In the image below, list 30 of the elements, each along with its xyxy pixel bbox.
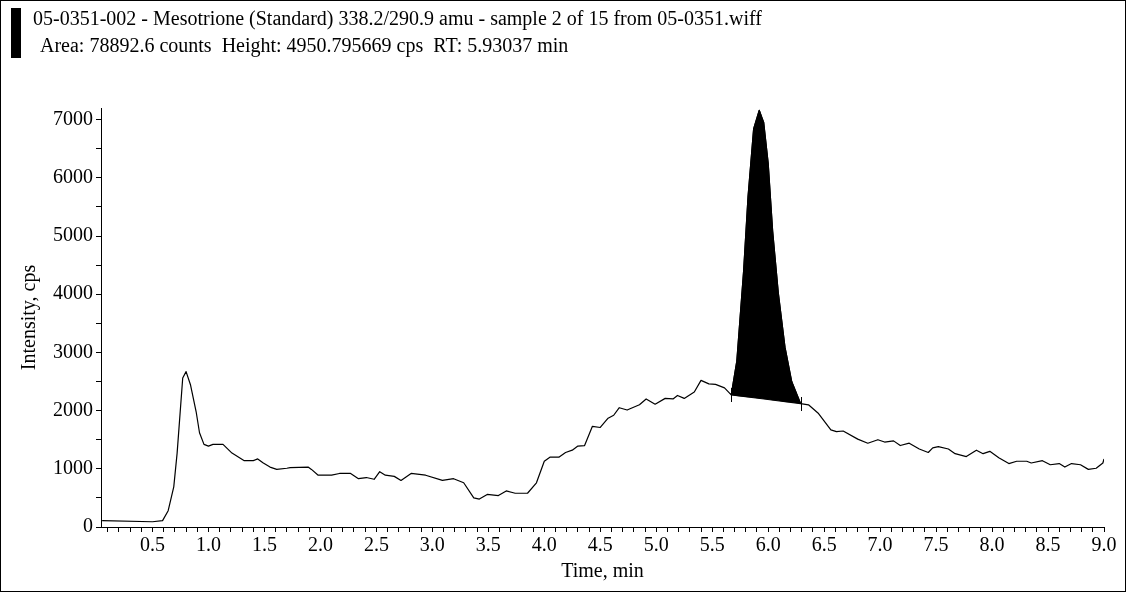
x-tick-label: 5.5 (699, 533, 725, 556)
y-axis-title: Intensity, cps (17, 264, 41, 371)
x-tick-label: 4.0 (531, 533, 557, 556)
x-tick-label: 9.0 (1091, 533, 1117, 556)
y-tick-label: 4000 (53, 281, 93, 304)
x-tick-label: 4.5 (587, 533, 613, 556)
x-tick-label: 0.5 (139, 533, 165, 556)
x-tick-label: 5.0 (643, 533, 669, 556)
x-tick-label: 6.0 (755, 533, 781, 556)
x-tick-label: 7.5 (923, 533, 949, 556)
y-tick-label: 2000 (53, 397, 93, 420)
x-tick-label: 7.0 (867, 533, 893, 556)
x-tick-label: 8.0 (979, 533, 1005, 556)
chart-subtitle: Area: 78892.6 counts Height: 4950.795669 cps RT: 5.93037 min (40, 33, 569, 59)
chart-title: 05-0351-002 - Mesotrione (Standard) 338.2/290.9 amu - sample 2 of 15 from 05-0351.wiff (33, 6, 762, 32)
x-tick-label: 3.0 (419, 533, 445, 556)
y-tick-label: 0 (83, 514, 93, 537)
y-tick-label: 7000 (53, 106, 93, 129)
x-tick-label: 2.5 (363, 533, 389, 556)
y-tick-label: 5000 (53, 223, 93, 246)
x-tick-label: 2.0 (307, 533, 333, 556)
y-tick-label: 1000 (53, 456, 93, 479)
x-tick-label: 3.5 (475, 533, 501, 556)
y-tick-label: 6000 (53, 165, 93, 188)
x-tick-label: 1.0 (195, 533, 221, 556)
x-tick-label: 8.5 (1035, 533, 1061, 556)
x-axis-title: Time, min (561, 559, 644, 582)
x-tick-label: 1.5 (251, 533, 277, 556)
y-tick-label: 3000 (53, 339, 93, 362)
x-tick-label: 6.5 (811, 533, 837, 556)
